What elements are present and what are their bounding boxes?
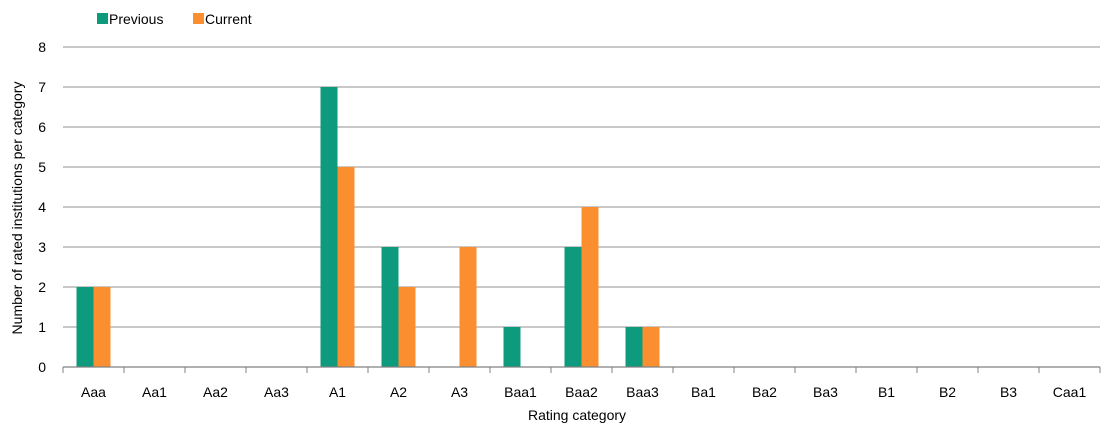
y-tick-label: 8: [38, 39, 46, 55]
legend-label-current: Current: [205, 11, 252, 27]
y-tick-label: 4: [38, 199, 46, 215]
x-tick-label: B1: [878, 384, 895, 400]
bar-previous-baa1: [504, 327, 521, 367]
x-tick-label: A3: [451, 384, 468, 400]
bar-previous-a1: [321, 87, 338, 367]
y-axis-title: Number of rated institutions per categor…: [9, 82, 25, 335]
bar-current-a1: [338, 167, 355, 367]
bar-previous-baa2: [565, 247, 582, 367]
bar-current-baa2: [582, 207, 599, 367]
y-tick-label: 7: [38, 79, 46, 95]
x-tick-label: A1: [329, 384, 346, 400]
bar-previous-aaa: [77, 287, 94, 367]
x-tick-label: Aaa: [81, 384, 106, 400]
bar-current-aaa: [94, 287, 111, 367]
y-tick-label: 3: [38, 239, 46, 255]
x-axis-title: Rating category: [528, 407, 626, 423]
bar-current-a3: [460, 247, 477, 367]
x-tick-label: Aa2: [203, 384, 228, 400]
x-tick-label: Ba1: [691, 384, 716, 400]
bars: [77, 87, 660, 367]
bar-current-baa3: [643, 327, 660, 367]
x-tick-label: Baa2: [565, 384, 598, 400]
legend-swatch-previous: [97, 13, 108, 24]
legend-label-previous: Previous: [109, 11, 163, 27]
x-tick-label: B2: [939, 384, 956, 400]
x-tick-label: Baa3: [626, 384, 659, 400]
y-tick-label: 6: [38, 119, 46, 135]
x-tick-label: Ba3: [813, 384, 838, 400]
bar-previous-baa3: [626, 327, 643, 367]
x-tick-label: A2: [390, 384, 407, 400]
x-tick-label: Aa3: [264, 384, 289, 400]
bar-current-a2: [399, 287, 416, 367]
bar-previous-a2: [382, 247, 399, 367]
y-tick-label: 2: [38, 279, 46, 295]
y-tick-label: 5: [38, 159, 46, 175]
x-tick-label: Caa1: [1053, 384, 1087, 400]
x-tick-label: B3: [1000, 384, 1017, 400]
legend: Previous Current: [97, 11, 252, 27]
legend-swatch-current: [193, 13, 204, 24]
y-tick-label: 0: [38, 359, 46, 375]
x-tick-label: Ba2: [752, 384, 777, 400]
x-tick-label: Baa1: [504, 384, 537, 400]
y-tick-label: 1: [38, 319, 46, 335]
x-tick-label: Aa1: [142, 384, 167, 400]
